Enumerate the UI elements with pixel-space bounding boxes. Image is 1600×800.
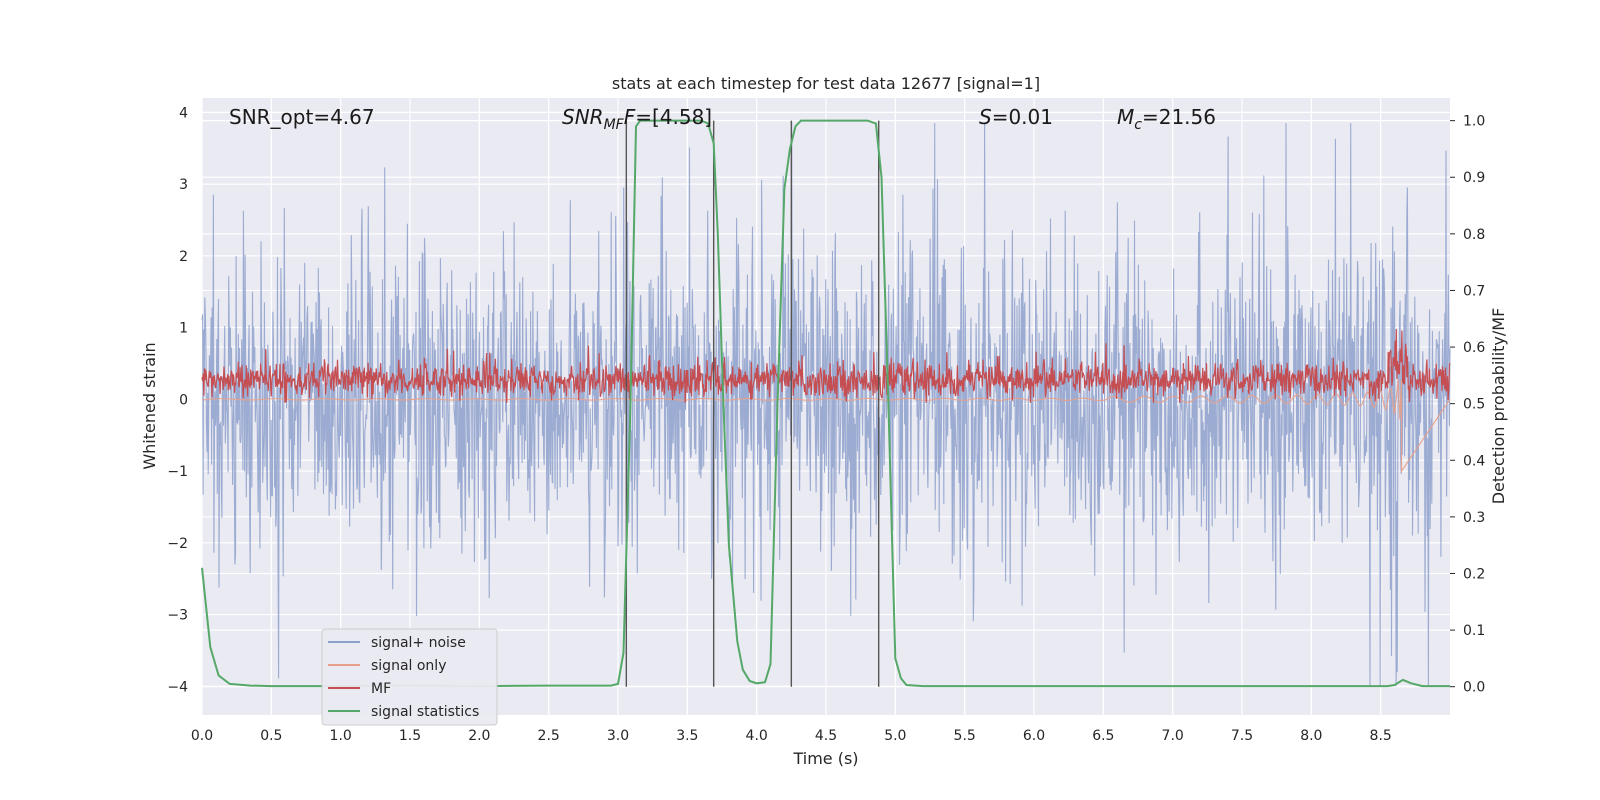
x-tick-label: 6.5 — [1092, 728, 1114, 744]
x-tick-label: 5.5 — [954, 728, 976, 744]
x-tick-label: 5.0 — [884, 728, 906, 744]
detection-boundary-lines — [625, 120, 880, 687]
y-left-tick-labels: −4 −3 −2 −1 0 1 2 3 4 — [167, 105, 188, 695]
s-annotation: S=0.01 — [979, 105, 1053, 129]
y-right-tick-label: 0.0 — [1463, 680, 1485, 696]
x-tick-label: 0.5 — [260, 728, 282, 744]
y-right-tick-label: 0.9 — [1463, 170, 1485, 186]
legend-box — [321, 628, 498, 726]
signal-only-line — [201, 378, 1451, 474]
y-right-tick-label: 0.7 — [1463, 283, 1485, 299]
y-right-tick-label: 0.3 — [1463, 510, 1485, 526]
x-tick-label: 8.5 — [1370, 728, 1392, 744]
mf-line — [201, 328, 1451, 403]
y-left-tick-label: −4 — [167, 679, 188, 695]
x-tick-label: 2.0 — [468, 728, 490, 744]
mf-series — [201, 328, 1451, 403]
x-tick-label: 1.0 — [330, 728, 352, 744]
legend-label-signal-statistics: signal statistics — [371, 704, 479, 720]
x-axis-label: Time (s) — [792, 749, 858, 768]
y-right-tick-label: 0.2 — [1463, 566, 1485, 582]
legend-label-mf: MF — [371, 681, 391, 697]
mc-annotation: Mc=21.56 — [1117, 105, 1216, 133]
x-tick-label: 7.5 — [1231, 728, 1253, 744]
legend-label-signal-noise: signal+ noise — [371, 635, 466, 651]
y-left-tick-label: −3 — [167, 608, 188, 624]
y-left-tick-label: 3 — [179, 177, 188, 193]
y-right-tick-labels: 0.0 0.1 0.2 0.3 0.4 0.5 0.6 0.7 0.8 0.9 1.0 — [1450, 114, 1485, 696]
legend-label-signal-only: signal only — [371, 658, 446, 674]
snr-opt-annotation: SNR_opt=4.67 — [229, 105, 375, 129]
signal-noise-series — [201, 123, 1451, 687]
y-left-tick-label: −2 — [167, 536, 188, 552]
signal-statistics-line — [201, 119, 1450, 688]
legend: signal+ noise signal only MF signal stat… — [321, 628, 498, 726]
x-tick-label: 2.5 — [538, 728, 560, 744]
signal-noise-line — [201, 123, 1451, 687]
y-left-axis-label: Whitened strain — [140, 342, 159, 469]
y-right-tick-label: 0.5 — [1463, 397, 1485, 413]
y-right-tick-label: 0.1 — [1463, 623, 1485, 639]
x-tick-labels: 0.0 0.5 1.0 1.5 2.0 2.5 3.0 3.5 4.0 4.5 5.0 5.5 6.0 6… — [191, 728, 1392, 744]
y-right-tick-label: 0.6 — [1463, 340, 1485, 356]
signal-only-series — [201, 378, 1451, 474]
x-tick-label: 3.0 — [607, 728, 629, 744]
x-tick-label: 3.5 — [676, 728, 698, 744]
y-left-tick-label: −1 — [167, 464, 188, 480]
y-left-tick-label: 1 — [179, 321, 188, 337]
x-tick-label: 6.0 — [1023, 728, 1045, 744]
signal-statistics-series — [201, 119, 1450, 688]
x-tick-label: 7.0 — [1162, 728, 1184, 744]
y-left-tick-label: 0 — [179, 392, 188, 408]
y-right-tick-label: 1.0 — [1463, 114, 1485, 130]
y-left-tick-label: 4 — [179, 105, 188, 121]
y-right-tick-label: 0.8 — [1463, 227, 1485, 243]
y-right-tick-label: 0.4 — [1463, 453, 1485, 469]
x-tick-label: 0.0 — [191, 728, 213, 744]
snr-mf-annotation: SNRMFF=[4.58] — [562, 105, 712, 133]
x-tick-label: 8.0 — [1300, 728, 1322, 744]
y-right-axis-label: Detection probability/MF — [1489, 308, 1508, 505]
x-tick-label: 1.5 — [399, 728, 421, 744]
x-tick-label: 4.0 — [746, 728, 768, 744]
x-tick-label: 4.5 — [815, 728, 837, 744]
y-left-tick-label: 2 — [179, 249, 188, 265]
chart-title: stats at each timestep for test data 126… — [612, 74, 1040, 93]
